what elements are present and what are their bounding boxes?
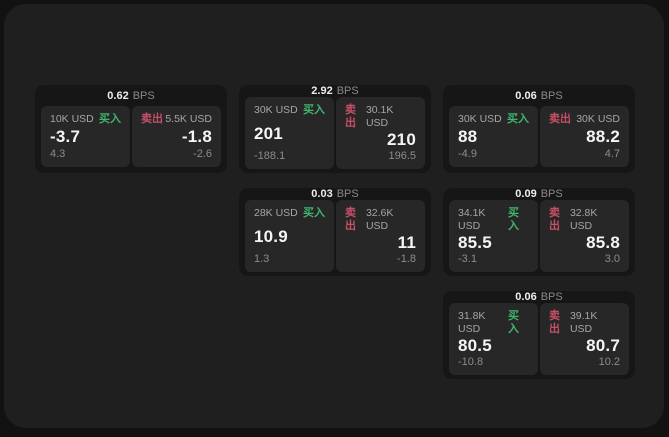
- quote-card: 2.92 BPS 30K USD 买入 201 -188.1 卖出 30.1K …: [239, 85, 431, 173]
- sell-label: 卖出: [345, 104, 356, 129]
- sell-delta: 10.2: [598, 356, 620, 368]
- sell-panel[interactable]: 卖出 32.8K USD 85.8 3.0: [540, 200, 629, 272]
- quote-card: 0.06 BPS 31.8K USD 买入 80.5 -10.8 卖出 39.1…: [443, 291, 635, 379]
- buy-panel[interactable]: 30K USD 买入 88 -4.9: [449, 106, 538, 167]
- spread-unit: BPS: [540, 188, 563, 200]
- sell-label: 卖出: [345, 207, 356, 232]
- buy-size: 30K USD: [254, 104, 298, 116]
- sell-delta: 4.7: [604, 148, 620, 160]
- sell-panel[interactable]: 卖出 30.1K USD 210 196.5: [336, 97, 425, 169]
- quote-panels: 28K USD 买入 10.9 1.3 卖出 32.6K USD 11 -1.8: [245, 200, 425, 272]
- buy-panel[interactable]: 34.1K USD 买入 85.5 -3.1: [449, 200, 538, 272]
- buy-price: 80.5: [458, 336, 492, 355]
- spread-unit: BPS: [540, 89, 563, 102]
- buy-price: -3.7: [50, 127, 81, 146]
- sell-delta: -1.8: [397, 253, 416, 265]
- quote-card: 0.03 BPS 28K USD 买入 10.9 1.3 卖出 32.6K US…: [239, 188, 431, 276]
- sell-price: 80.7: [586, 336, 620, 355]
- spread-header: 2.92 BPS: [245, 85, 425, 97]
- quote-card: 0.09 BPS 34.1K USD 买入 85.5 -3.1 卖出 32.8K…: [443, 188, 635, 276]
- buy-panel[interactable]: 28K USD 买入 10.9 1.3: [245, 200, 334, 272]
- sell-price: 85.8: [586, 233, 620, 252]
- buy-delta: -188.1: [254, 150, 286, 162]
- spread-value: 0.09: [515, 188, 537, 200]
- sell-panel[interactable]: 卖出 39.1K USD 80.7 10.2: [540, 303, 629, 375]
- sell-label: 卖出: [141, 113, 163, 125]
- sell-delta: -2.6: [193, 148, 212, 160]
- buy-size: 28K USD: [254, 207, 298, 219]
- sell-price: 210: [387, 130, 416, 149]
- spread-unit: BPS: [336, 188, 359, 200]
- spread-value: 0.03: [311, 188, 333, 200]
- spread-value: 0.06: [515, 89, 537, 102]
- buy-price: 201: [254, 123, 283, 143]
- buy-price: 88: [458, 127, 478, 146]
- spread-value: 2.92: [311, 85, 333, 97]
- buy-label: 买入: [508, 207, 520, 232]
- buy-label: 买入: [507, 113, 529, 125]
- sell-panel[interactable]: 卖出 5.5K USD -1.8 -2.6: [132, 106, 221, 167]
- spread-value: 0.62: [107, 89, 129, 102]
- sell-panel[interactable]: 卖出 30K USD 88.2 4.7: [540, 106, 629, 167]
- buy-delta: 4.3: [50, 148, 66, 160]
- buy-delta: -4.9: [458, 148, 477, 160]
- quote-card: 0.62 BPS 10K USD 买入 -3.7 4.3 卖出 5.5K USD…: [35, 85, 227, 173]
- sell-size: 30K USD: [576, 113, 620, 125]
- buy-label: 买入: [99, 113, 121, 125]
- sell-delta: 3.0: [604, 253, 620, 265]
- sell-size: 32.8K USD: [569, 207, 598, 232]
- spread-header: 0.62 BPS: [41, 85, 221, 106]
- buy-label: 买入: [303, 104, 325, 116]
- buy-panel[interactable]: 10K USD 买入 -3.7 4.3: [41, 106, 130, 167]
- buy-size: 30K USD: [458, 113, 502, 125]
- buy-label: 买入: [508, 310, 520, 335]
- buy-delta: -3.1: [458, 253, 477, 265]
- quote-panels: 30K USD 买入 88 -4.9 卖出 30K USD 88.2 4.7: [449, 106, 629, 167]
- sell-delta: 196.5: [388, 150, 416, 162]
- spread-unit: BPS: [132, 89, 155, 102]
- sell-size: 5.5K USD: [165, 113, 212, 125]
- sell-price: -1.8: [181, 127, 212, 146]
- sell-price: 11: [397, 233, 416, 252]
- buy-delta: -10.8: [458, 356, 484, 368]
- spread-header: 0.03 BPS: [245, 188, 425, 200]
- sell-size: 30.1K USD: [365, 104, 394, 129]
- quote-panels: 31.8K USD 买入 80.5 -10.8 卖出 39.1K USD 80.…: [449, 303, 629, 375]
- sell-size: 32.6K USD: [365, 207, 394, 232]
- buy-price: 10.9: [254, 226, 288, 246]
- buy-panel[interactable]: 30K USD 买入 201 -188.1: [245, 97, 334, 169]
- quote-panels: 10K USD 买入 -3.7 4.3 卖出 5.5K USD -1.8 -2.…: [41, 106, 221, 167]
- buy-price: 85.5: [458, 233, 492, 252]
- sell-label: 卖出: [549, 113, 571, 125]
- spread-header: 0.06 BPS: [449, 291, 629, 303]
- spread-unit: BPS: [336, 85, 359, 97]
- buy-label: 买入: [303, 207, 325, 219]
- buy-panel[interactable]: 31.8K USD 买入 80.5 -10.8: [449, 303, 538, 375]
- buy-size: 34.1K USD: [458, 207, 486, 232]
- sell-price: 88.2: [586, 127, 620, 146]
- buy-size: 10K USD: [50, 113, 94, 125]
- buy-size: 31.8K USD: [458, 310, 486, 335]
- sell-label: 卖出: [549, 207, 560, 232]
- quote-panels: 34.1K USD 买入 85.5 -3.1 卖出 32.8K USD 85.8…: [449, 200, 629, 272]
- spread-value: 0.06: [515, 291, 537, 303]
- spread-header: 0.06 BPS: [449, 85, 629, 106]
- buy-delta: 1.3: [254, 253, 270, 265]
- sell-size: 39.1K USD: [569, 310, 598, 335]
- quote-panels: 30K USD 买入 201 -188.1 卖出 30.1K USD 210 1…: [245, 97, 425, 169]
- cards-grid: 0.62 BPS 10K USD 买入 -3.7 4.3 卖出 5.5K USD…: [35, 85, 635, 379]
- quote-card: 0.06 BPS 30K USD 买入 88 -4.9 卖出 30K USD 8…: [443, 85, 635, 173]
- sell-label: 卖出: [549, 310, 560, 335]
- sell-panel[interactable]: 卖出 32.6K USD 11 -1.8: [336, 200, 425, 272]
- quotes-surface: 0.62 BPS 10K USD 买入 -3.7 4.3 卖出 5.5K USD…: [4, 4, 664, 428]
- spread-header: 0.09 BPS: [449, 188, 629, 200]
- spread-unit: BPS: [540, 291, 563, 303]
